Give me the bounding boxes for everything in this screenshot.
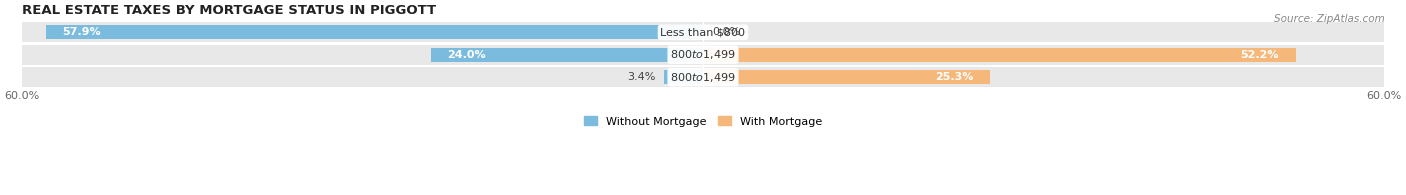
Text: 24.0%: 24.0%: [447, 50, 486, 60]
Text: 52.2%: 52.2%: [1240, 50, 1278, 60]
Text: 57.9%: 57.9%: [63, 27, 101, 37]
Legend: Without Mortgage, With Mortgage: Without Mortgage, With Mortgage: [579, 112, 827, 131]
Bar: [21, 45, 1385, 65]
Text: Source: ZipAtlas.com: Source: ZipAtlas.com: [1274, 14, 1385, 24]
Text: Less than $800: Less than $800: [661, 27, 745, 37]
Text: 0.0%: 0.0%: [711, 27, 741, 37]
Bar: [45, 25, 703, 39]
Bar: [430, 48, 703, 62]
Text: REAL ESTATE TAXES BY MORTGAGE STATUS IN PIGGOTT: REAL ESTATE TAXES BY MORTGAGE STATUS IN …: [21, 4, 436, 17]
Text: 3.4%: 3.4%: [627, 72, 655, 82]
Text: 25.3%: 25.3%: [935, 72, 973, 82]
Bar: [21, 22, 1385, 42]
Text: $800 to $1,499: $800 to $1,499: [671, 71, 735, 84]
Bar: [703, 70, 990, 84]
Text: $800 to $1,499: $800 to $1,499: [671, 48, 735, 61]
Bar: [21, 67, 1385, 87]
Bar: [703, 48, 1296, 62]
Bar: [665, 70, 703, 84]
